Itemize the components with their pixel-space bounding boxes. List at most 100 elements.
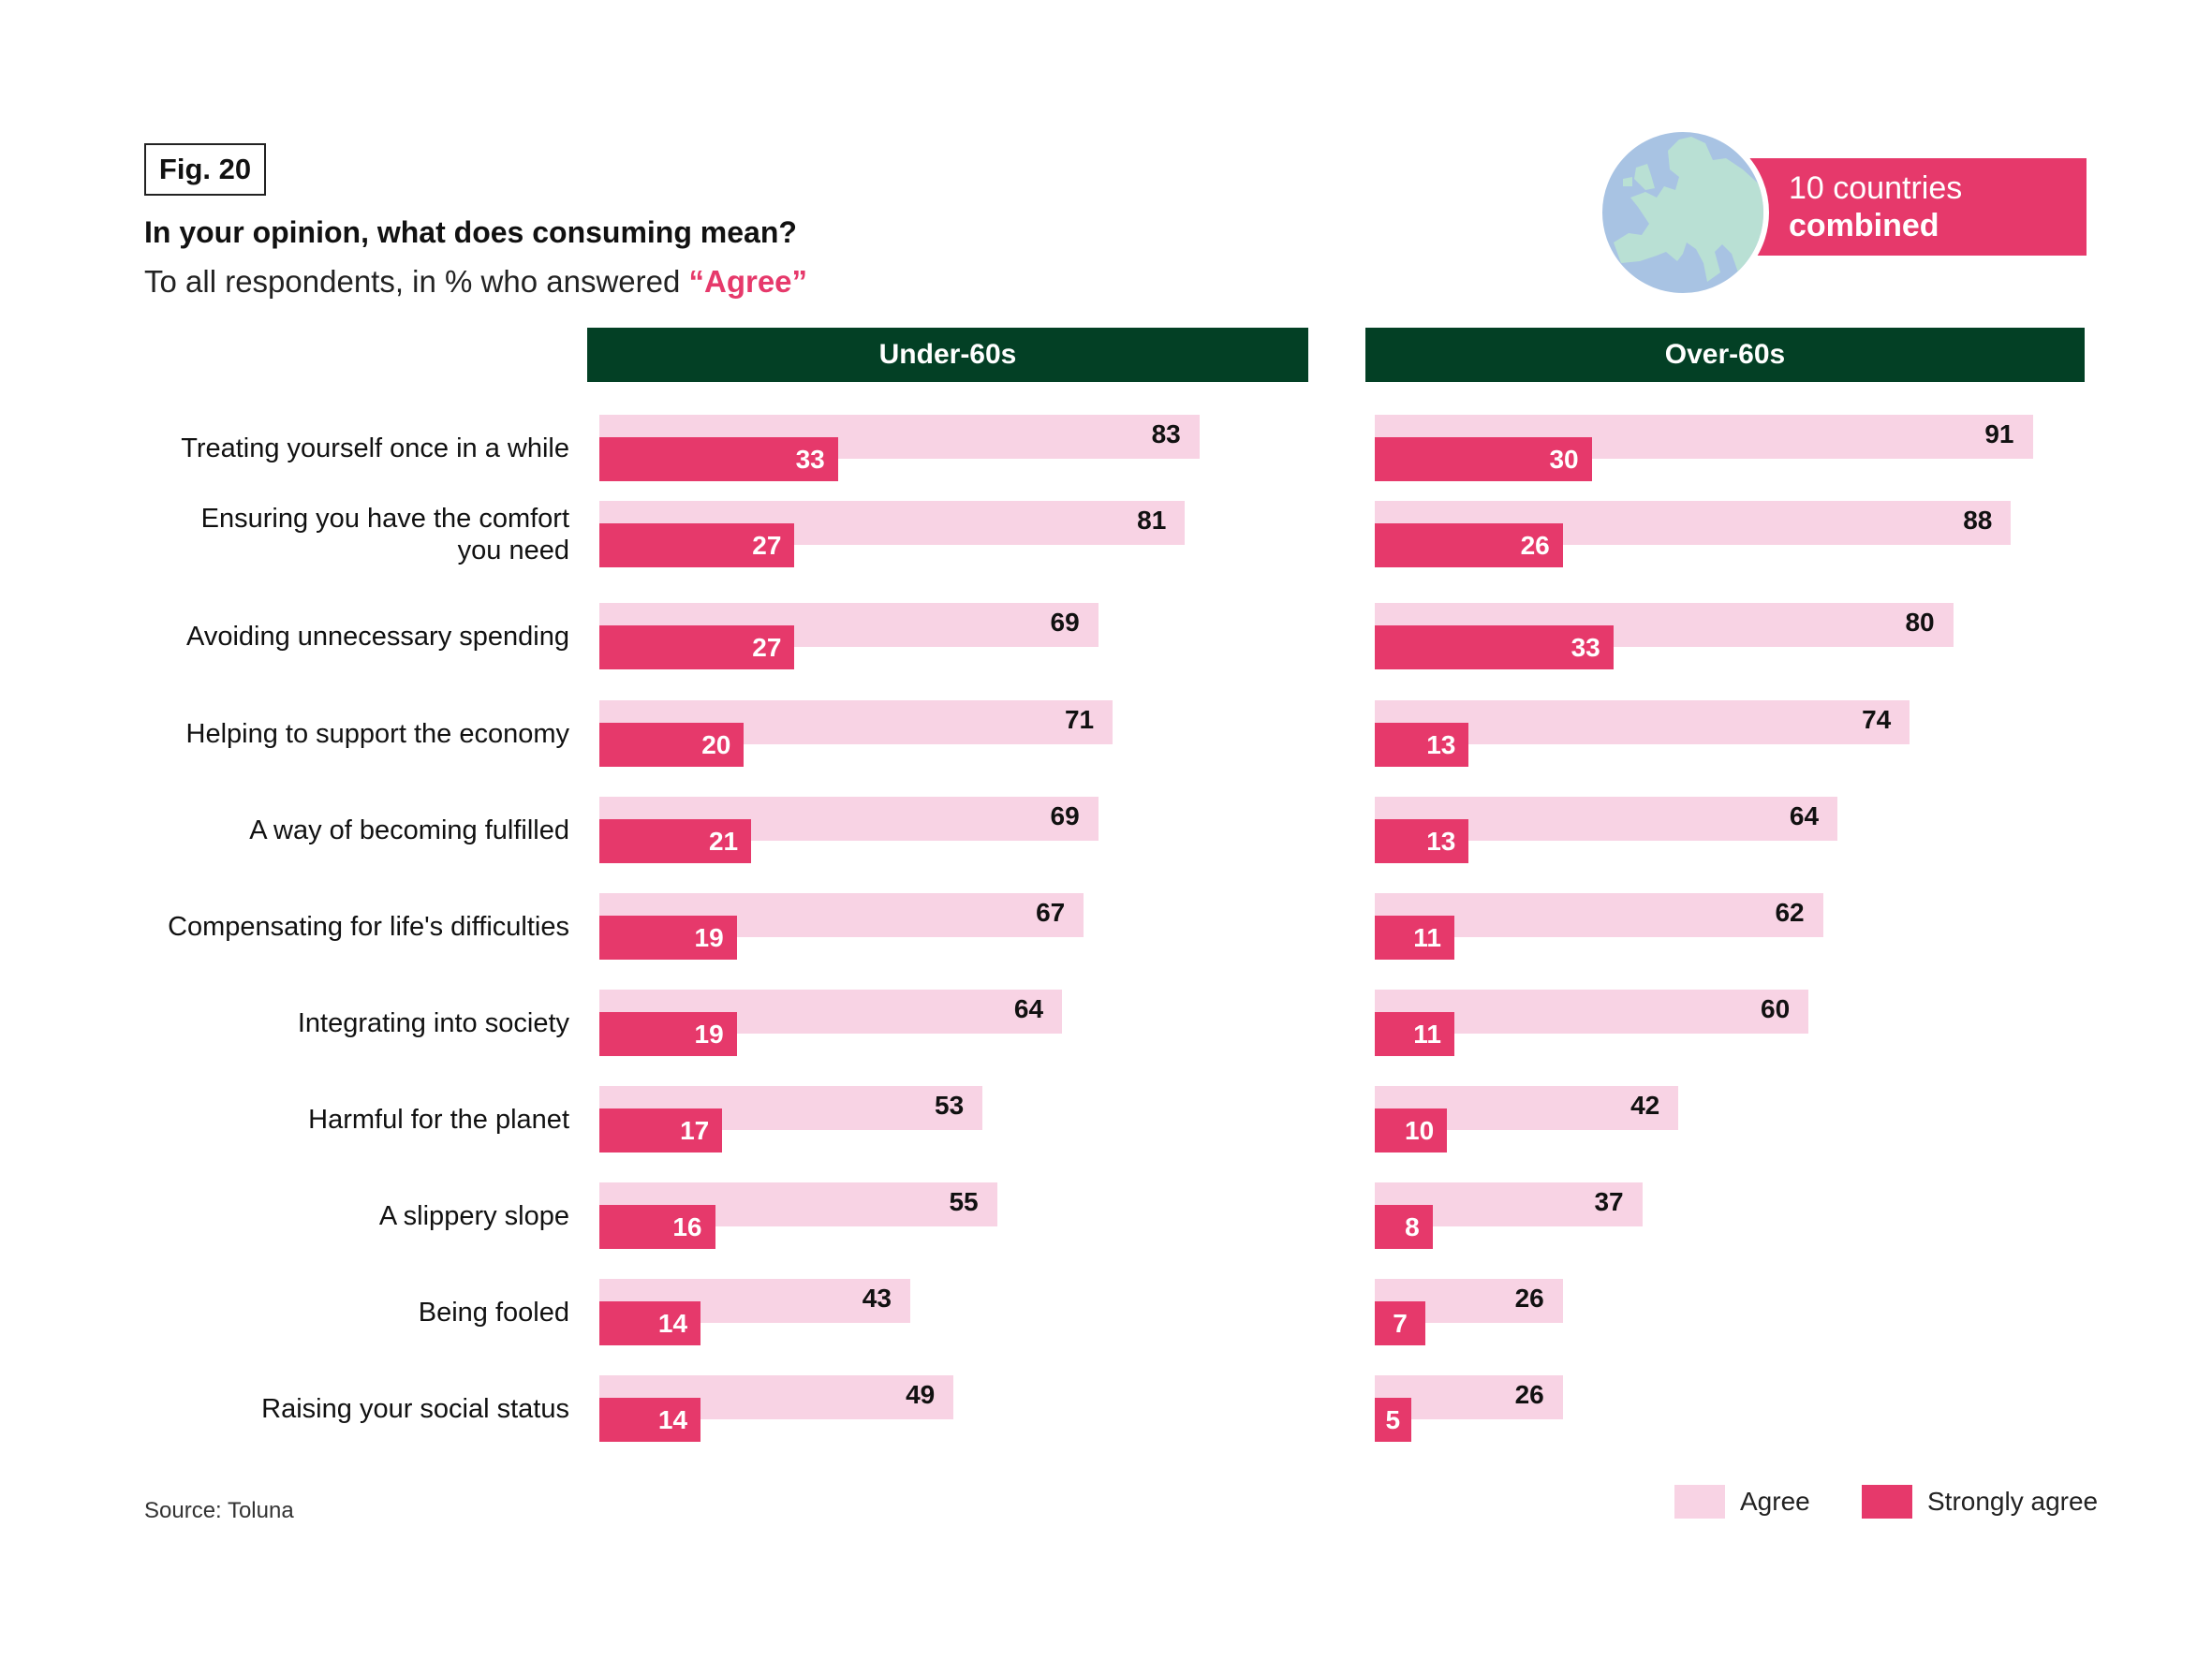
category-label: Integrating into society xyxy=(82,1007,569,1039)
panel-header-over-60s: Over-60s xyxy=(1365,328,2085,382)
legend-label-strongly-agree: Strongly agree xyxy=(1927,1487,2099,1516)
value-label-strongly-agree: 19 xyxy=(694,1020,724,1049)
bar-strongly-agree xyxy=(1375,1301,1426,1345)
category-label-line: Raising your social status xyxy=(261,1393,569,1424)
bar-strongly-agree xyxy=(1375,523,1563,567)
value-label-agree: 83 xyxy=(1151,419,1181,448)
category-label: Treating yourself once in a while xyxy=(82,433,569,464)
bar-strongly-agree xyxy=(1375,819,1469,863)
value-label-strongly-agree: 30 xyxy=(1549,445,1579,474)
subtitle-prefix: To all respondents, in % who answered xyxy=(144,264,689,299)
value-label-strongly-agree: 16 xyxy=(672,1212,702,1241)
value-label-strongly-agree: 19 xyxy=(694,923,724,952)
value-label-strongly-agree: 5 xyxy=(1385,1405,1401,1434)
value-label-strongly-agree: 10 xyxy=(1405,1116,1435,1145)
value-label-agree: 69 xyxy=(1050,801,1080,830)
figure-label: Fig. 20 xyxy=(144,143,266,196)
bar-strongly-agree xyxy=(1375,1108,1448,1152)
legend-swatch-strongly-agree xyxy=(1862,1485,1912,1519)
category-label: Harmful for the planet xyxy=(82,1104,569,1136)
value-label-agree: 55 xyxy=(949,1187,979,1216)
value-label-agree: 26 xyxy=(1514,1284,1544,1313)
value-label-strongly-agree: 14 xyxy=(657,1405,688,1434)
value-label-strongly-agree: 20 xyxy=(701,730,731,759)
value-label-agree: 42 xyxy=(1630,1091,1660,1120)
category-label: A slippery slope xyxy=(82,1200,569,1232)
bar-strongly-agree xyxy=(599,723,745,767)
bar-strongly-agree xyxy=(599,916,737,960)
value-label-agree: 26 xyxy=(1514,1380,1544,1409)
subtitle-highlight: “Agree” xyxy=(688,264,808,299)
category-label: A way of becoming fulfilled xyxy=(82,815,569,846)
category-label: Raising your social status xyxy=(82,1393,569,1425)
category-label-line: A slippery slope xyxy=(378,1200,569,1231)
category-label: Avoiding unnecessary spending xyxy=(82,621,569,653)
bar-strongly-agree xyxy=(599,819,752,863)
bar-strongly-agree xyxy=(599,437,838,481)
value-label-strongly-agree: 33 xyxy=(795,445,825,474)
legend-item-strongly-agree: Strongly agree xyxy=(1862,1485,2098,1519)
value-label-agree: 69 xyxy=(1050,608,1080,637)
category-label: Helping to support the economy xyxy=(82,718,569,750)
category-label: Being fooled xyxy=(82,1297,569,1329)
category-label-line: you need xyxy=(457,535,569,565)
bar-strongly-agree xyxy=(1375,916,1454,960)
value-label-agree: 49 xyxy=(906,1380,936,1409)
value-label-agree: 71 xyxy=(1064,705,1095,734)
category-label-line: Treating yourself once in a while xyxy=(181,433,569,463)
value-label-agree: 88 xyxy=(1963,506,1993,535)
value-label-strongly-agree: 14 xyxy=(657,1309,688,1338)
value-label-agree: 62 xyxy=(1775,898,1805,927)
value-label-strongly-agree: 17 xyxy=(680,1116,710,1145)
bar-strongly-agree xyxy=(1375,437,1592,481)
category-label-line: Being fooled xyxy=(418,1297,569,1328)
value-label-strongly-agree: 13 xyxy=(1426,730,1456,759)
value-label-strongly-agree: 27 xyxy=(752,531,782,560)
europe-globe-icon xyxy=(1597,126,1769,299)
category-label-line: Helping to support the economy xyxy=(185,718,569,749)
bar-strongly-agree xyxy=(599,1301,701,1345)
category-label-line: A way of becoming fulfilled xyxy=(249,815,569,845)
value-label-agree: 64 xyxy=(1789,801,1820,830)
bar-strongly-agree xyxy=(1375,1398,1411,1442)
value-label-agree: 81 xyxy=(1137,506,1167,535)
value-label-agree: 37 xyxy=(1594,1187,1624,1216)
value-label-strongly-agree: 13 xyxy=(1426,827,1456,856)
badge-line1: 10 countries xyxy=(1789,170,1963,206)
value-label-agree: 74 xyxy=(1862,705,1892,734)
value-label-strongly-agree: 27 xyxy=(752,633,782,662)
bar-strongly-agree xyxy=(1375,1205,1433,1249)
value-label-agree: 64 xyxy=(1013,994,1044,1023)
value-label-agree: 60 xyxy=(1761,994,1791,1023)
panel-header-under-60s: Under-60s xyxy=(587,328,1308,382)
legend-label-agree: Agree xyxy=(1740,1487,1810,1516)
value-label-strongly-agree: 21 xyxy=(708,827,739,856)
value-label-agree: 91 xyxy=(1984,419,2014,448)
category-label-line: Harmful for the planet xyxy=(308,1104,569,1135)
value-label-agree: 80 xyxy=(1905,608,1935,637)
value-label-strongly-agree: 8 xyxy=(1405,1212,1420,1241)
bar-strongly-agree xyxy=(599,523,795,567)
value-label-strongly-agree: 33 xyxy=(1571,633,1600,662)
scope-badge: 10 countries combined xyxy=(1742,158,2087,256)
category-label-line: Compensating for life's difficulties xyxy=(168,911,569,942)
category-label: Ensuring you have the comfort you need xyxy=(82,503,569,566)
chart-title: In your opinion, what does consuming mea… xyxy=(144,215,797,249)
category-label-line: Integrating into society xyxy=(297,1007,569,1038)
chart-subtitle: To all respondents, in % who answered “A… xyxy=(144,264,807,300)
legend-item-agree: Agree xyxy=(1674,1485,1810,1519)
badge-line2: combined xyxy=(1789,208,1939,243)
source-note: Source: Toluna xyxy=(144,1498,294,1523)
bar-strongly-agree xyxy=(599,1398,701,1442)
value-label-agree: 53 xyxy=(935,1091,965,1120)
value-label-strongly-agree: 11 xyxy=(1413,923,1441,952)
bar-strongly-agree xyxy=(599,1012,737,1056)
bar-strongly-agree xyxy=(599,1108,723,1152)
bar-strongly-agree xyxy=(1375,723,1469,767)
value-label-agree: 43 xyxy=(862,1284,892,1313)
bar-strongly-agree xyxy=(599,625,795,669)
value-label-strongly-agree: 11 xyxy=(1413,1020,1441,1049)
bar-strongly-agree xyxy=(1375,625,1614,669)
category-label: Compensating for life's difficulties xyxy=(82,911,569,943)
category-label-line: Avoiding unnecessary spending xyxy=(186,621,569,652)
